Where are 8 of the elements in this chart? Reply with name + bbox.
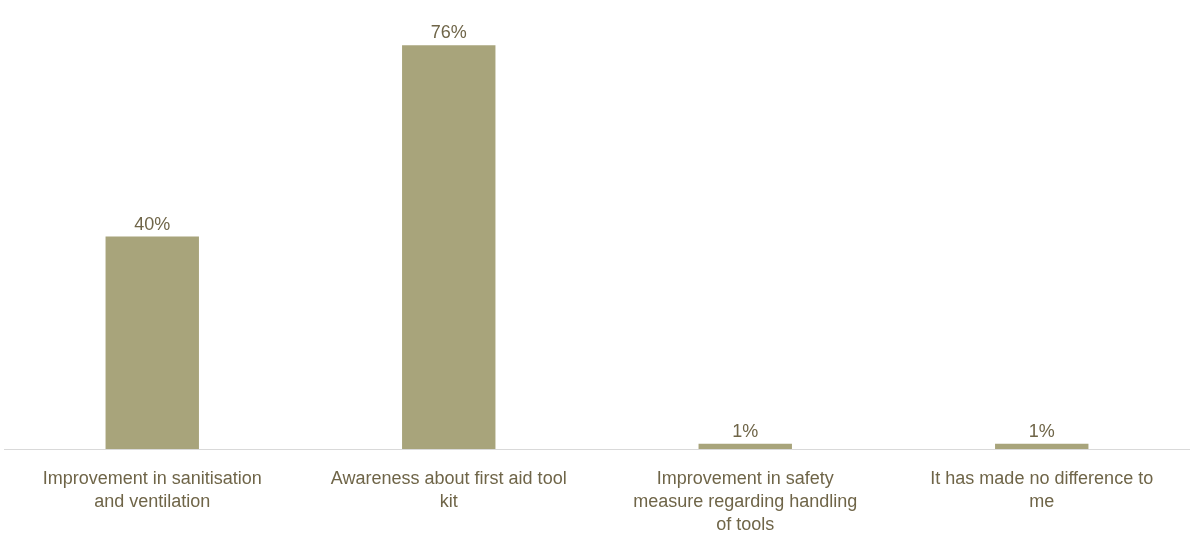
data-label: 1%	[732, 420, 759, 441]
x-tick-label: Improvement in sanitisation and ventilation	[42, 467, 262, 511]
x-tick-label: Improvement in safety measure regarding handling of tools	[633, 467, 858, 535]
x-tick-label: Awareness about first aid tool kit	[330, 467, 567, 511]
data-label: 1%	[1028, 420, 1055, 441]
data-label: 76%	[430, 22, 467, 43]
data-label: 40%	[134, 213, 171, 234]
x-tick-label: It has made no difference to me	[930, 467, 1154, 511]
